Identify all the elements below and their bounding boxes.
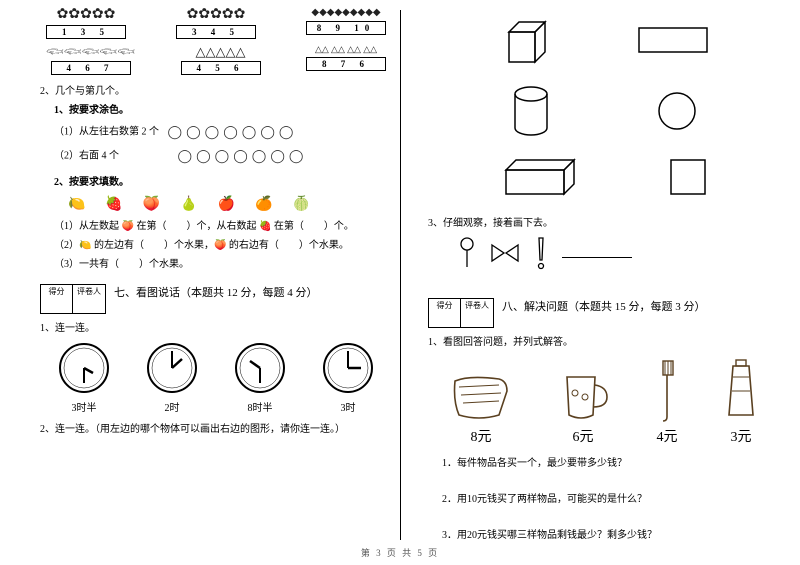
square-icon: [668, 157, 708, 197]
question-line: （2）右面 4 个 ◯◯◯◯◯◯◯: [40, 146, 392, 167]
question-text: 2、连一连。（用左边的哪个物体可以画出右边的图形，请你连一连。）: [40, 422, 392, 438]
number-box: 1 3 5: [46, 25, 126, 39]
cuboid-icon: [500, 156, 584, 198]
question-text: 2．用10元钱买了两样物品，可能买的是什么？: [428, 492, 780, 508]
fish-icon: ◆◆◆◆◆◆◆◆◆: [311, 8, 380, 18]
clock-label: 8时半: [248, 399, 273, 414]
question-text: 3．用20元钱买哪三样物品剩钱最少？剩多少钱？: [428, 528, 780, 544]
question-text: （1）从左数起 🍑 在第（ ）个，从右数起 🍓 在第（ ）个。: [40, 219, 392, 235]
price-label: 3元: [731, 426, 752, 446]
clock-item: 2时: [145, 341, 199, 414]
question-text: （1）从左往右数第 2 个: [54, 127, 159, 138]
question-text: （2）右面 4 个: [54, 151, 119, 162]
column-divider: [400, 10, 401, 540]
number-box: 8 9 10: [306, 21, 386, 35]
score-box: 得分 评卷人: [428, 298, 494, 328]
count-group: 𓆟𓆟𓆟𓆟𓆟 4 6 7: [46, 45, 135, 75]
toothpaste-icon: [723, 357, 759, 423]
apple-row: ◯◯◯◯◯◯◯: [166, 122, 296, 143]
score-label: 得分: [429, 299, 461, 327]
item-towel: 8元: [449, 371, 513, 446]
question-text: 1．每件物品各买一个，最少要带多少钱？: [428, 456, 780, 472]
clock-icon: [57, 341, 111, 395]
count-group: ◆◆◆◆◆◆◆◆◆ 8 9 10: [306, 8, 386, 35]
shapes-row: [458, 156, 750, 198]
question-text: （3）一共有（ ）个水果。: [40, 257, 392, 273]
towel-icon: [449, 371, 513, 423]
pin-icon: [458, 237, 476, 269]
items-row: 8元 6元 4元 3元: [428, 357, 780, 446]
rectangle-icon: [637, 26, 709, 56]
pattern-row: [458, 236, 780, 270]
count-group: △△△△△ 4 5 6: [181, 45, 261, 75]
toothbrush-icon: [653, 357, 681, 423]
circle-icon: [655, 89, 699, 133]
clock-item: 8时半: [233, 341, 287, 414]
apple-row: ◯◯◯◯◯◯◯: [176, 146, 306, 167]
clock-label: 2时: [165, 399, 180, 414]
clock-label: 3时: [341, 399, 356, 414]
number-box: 3 4 5: [176, 25, 256, 39]
clock-label: 3时半: [72, 399, 97, 414]
flowers-icon: ✿✿✿✿✿: [57, 8, 116, 22]
question-line: （1）从左往右数第 2 个 ◯◯◯◯◯◯◯: [40, 122, 392, 143]
clock-icon: [233, 341, 287, 395]
cup-icon: [555, 367, 611, 423]
blank-line: [562, 248, 632, 258]
score-box: 得分 评卷人: [40, 284, 106, 314]
question-text: 3、仔细观察，接着画下去。: [428, 216, 780, 232]
section-title: 八、解决问题（本题共 15 分，每题 3 分）: [494, 290, 706, 314]
question-text: 2、几个与第几个。: [40, 84, 392, 100]
clock-row: 3时半 2时 8时半 3时: [40, 341, 392, 414]
leaves-icon: 𓆟𓆟𓆟𓆟𓆟: [46, 45, 135, 58]
page-footer: 第 3 页 共 5 页: [0, 546, 800, 559]
question-text: 1、按要求涂色。: [40, 103, 392, 119]
item-toothpaste: 3元: [723, 357, 759, 446]
cube-icon: [499, 16, 555, 66]
grader-label: 评卷人: [461, 299, 493, 327]
price-label: 8元: [471, 426, 492, 446]
clock-icon: [145, 341, 199, 395]
exclaim-icon: [534, 236, 548, 270]
count-group: △△ △△ △△ △△ 8 7 6: [306, 45, 386, 71]
flowers-icon: ✿✿✿✿✿: [187, 8, 246, 22]
number-box: 4 5 6: [181, 61, 261, 75]
question-text: 1、连一连。: [40, 321, 392, 337]
price-label: 6元: [573, 426, 594, 446]
question-text: 1、看图回答问题，并列式解答。: [428, 335, 780, 351]
clock-item: 3时半: [57, 341, 111, 414]
number-box: 4 6 7: [51, 61, 131, 75]
clock-item: 3时: [321, 341, 375, 414]
triangles-icon: △△ △△ △△ △△: [315, 45, 377, 54]
shapes-row: [458, 16, 750, 66]
count-group: ✿✿✿✿✿ 1 3 5: [46, 8, 126, 39]
clock-icon: [321, 341, 375, 395]
price-label: 4元: [657, 426, 678, 446]
fruits-row: 🍋 🍓 🍑 🍐 🍎 🍊 🍈: [40, 194, 392, 216]
bowtie-icon: [490, 243, 520, 263]
score-label: 得分: [41, 285, 73, 313]
item-toothbrush: 4元: [653, 357, 681, 446]
shapes-row: [458, 84, 750, 138]
number-box: 8 7 6: [306, 57, 386, 71]
question-text: （2）🍋 的左边有（ ）个水果，🍑 的右边有（ ）个水果。: [40, 238, 392, 254]
section-title: 七、看图说话（本题共 12 分，每题 4 分）: [106, 276, 318, 300]
item-cup: 6元: [555, 367, 611, 446]
cylinder-icon: [509, 84, 553, 138]
count-group: ✿✿✿✿✿ 3 4 5: [176, 8, 256, 39]
grader-label: 评卷人: [73, 285, 105, 313]
garlic-icon: △△△△△: [196, 45, 246, 58]
question-text: 2、按要求填数。: [40, 175, 392, 191]
